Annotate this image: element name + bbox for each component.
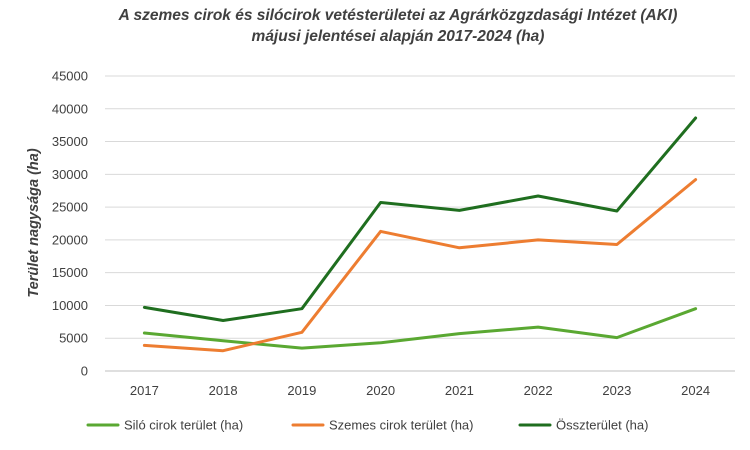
y-tick-label: 0 [81,364,88,379]
y-axis-ticks: 0 5000 10000 15000 20000 25000 30000 35000 40000… [52,69,88,379]
series-line-3 [142,116,698,322]
y-tick-label: 30000 [52,167,88,182]
series-line-1 [142,307,698,350]
chart-title-line-1: A szemes cirok és silócirok vetésterület… [118,7,678,24]
x-tick-label: 2022 [524,383,553,398]
x-tick-label: 2018 [209,383,238,398]
legend-label: Összterület (ha) [556,418,648,433]
y-tick-label: 35000 [52,134,88,149]
x-tick-label: 2021 [445,383,474,398]
y-tick-label: 15000 [52,265,88,280]
legend-label: Siló cirok terület (ha) [124,418,243,433]
y-tick-label: 25000 [52,200,88,215]
chart-title-line-2: májusi jelentései alapján 2017-2024 (ha) [252,28,545,45]
x-tick-label: 2024 [681,383,710,398]
legend-label: Szemes cirok terület (ha) [329,418,474,433]
series-line-2 [142,178,698,353]
y-tick-label: 5000 [59,331,88,346]
y-tick-label: 45000 [52,69,88,84]
x-tick-label: 2020 [366,383,395,398]
y-axis-label: Terület nagysága (ha) [26,148,42,298]
y-tick-label: 10000 [52,298,88,313]
y-tick-label: 40000 [52,101,88,116]
x-tick-label: 2019 [287,383,316,398]
y-tick-label: 20000 [52,232,88,247]
series-lines [142,116,698,353]
x-tick-label: 2023 [602,383,631,398]
legend: Siló cirok terület (ha) Szemes cirok terü… [86,418,648,433]
x-tick-label: 2017 [130,383,159,398]
x-axis-ticks: 2017 2018 2019 2020 2021 2022 2023 2024 [130,383,710,398]
